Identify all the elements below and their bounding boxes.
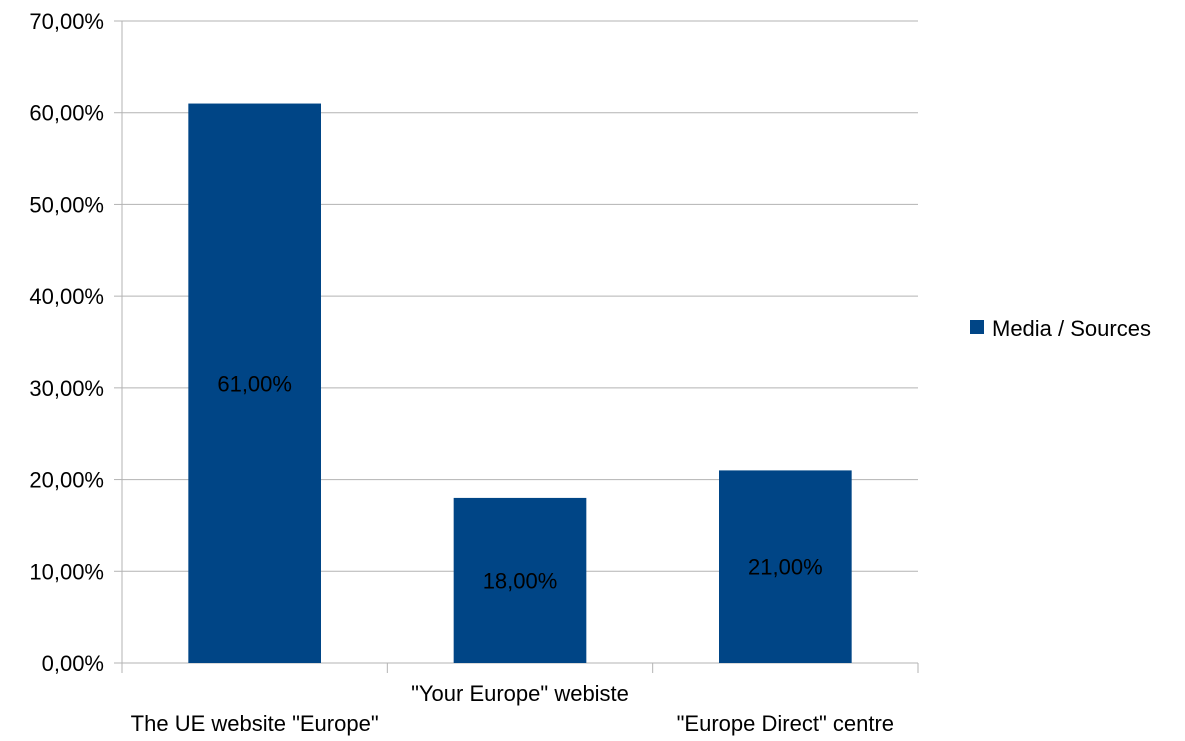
- y-tick-label: 10,00%: [29, 559, 104, 584]
- y-tick-label: 50,00%: [29, 192, 104, 217]
- y-tick-label: 70,00%: [29, 9, 104, 34]
- data-label: 18,00%: [483, 568, 558, 593]
- legend-label: Media / Sources: [992, 316, 1151, 341]
- x-category-label: "Your Europe" webiste: [411, 681, 629, 706]
- bar: [453, 497, 587, 663]
- bar: [719, 470, 852, 663]
- x-category-label: "Europe Direct" centre: [677, 711, 894, 736]
- y-tick-label: 20,00%: [29, 468, 104, 493]
- y-tick-label: 40,00%: [29, 284, 104, 309]
- y-axis-tick-labels: 0,00% 10,00% 20,00% 30,00% 40,00% 50,00% 60,00…: [29, 9, 104, 676]
- legend: Media / Sources: [970, 316, 1151, 341]
- legend-swatch: [970, 320, 984, 334]
- x-axis-category-labels: The UE website "Europe" "Your Europe" web…: [131, 681, 894, 736]
- data-label: 21,00%: [748, 555, 823, 580]
- y-tick-label: 0,00%: [42, 651, 104, 676]
- y-tick-label: 30,00%: [29, 376, 104, 401]
- bar: [188, 103, 321, 664]
- bars: [188, 103, 852, 664]
- x-category-label: The UE website "Europe": [131, 711, 379, 736]
- y-tick-label: 60,00%: [29, 101, 104, 126]
- data-label: 61,00%: [217, 371, 292, 396]
- data-labels: 61,00% 18,00% 21,00%: [217, 371, 822, 593]
